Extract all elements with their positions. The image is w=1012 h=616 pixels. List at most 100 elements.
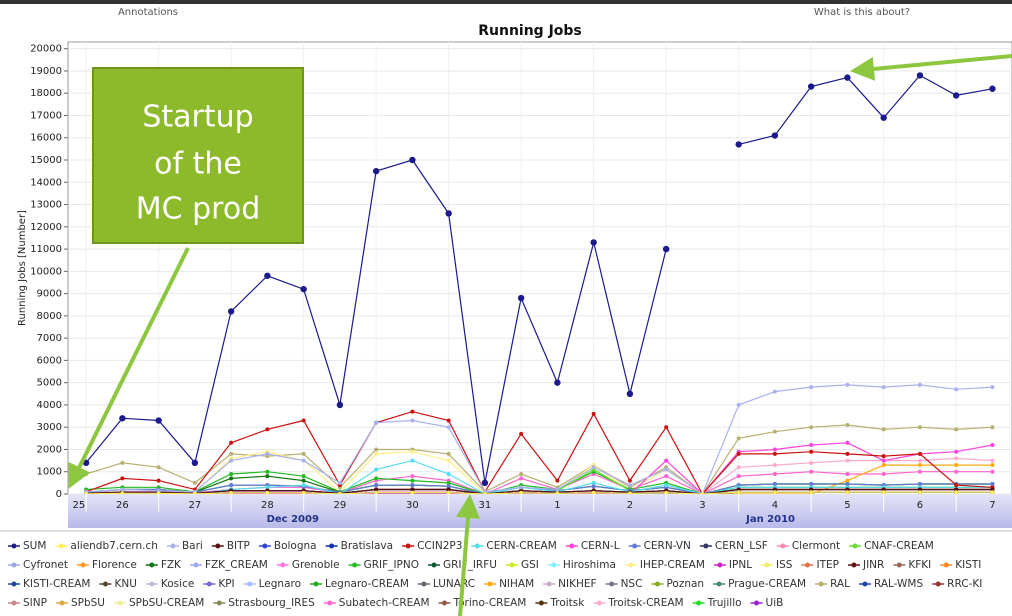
data-point [772, 447, 777, 452]
data-point [772, 481, 777, 486]
legend-label: ITEP [816, 559, 838, 571]
x-tick-label: 27 [189, 500, 202, 511]
data-point [445, 210, 452, 217]
data-point [120, 460, 125, 465]
legend-label: KISTI [955, 559, 981, 571]
legend-label: Strasbourg_IRES [228, 597, 315, 609]
data-point [990, 443, 995, 448]
legend-item: CERN-L [565, 540, 620, 552]
legend-label: LUNARC [433, 578, 475, 590]
legend-marker [11, 562, 17, 568]
legend-label: KFKI [908, 559, 931, 571]
legend-item: GRIF_IPNO [348, 559, 419, 571]
legend-marker [421, 581, 427, 587]
data-point [265, 427, 270, 432]
about-link[interactable]: What is this about? [814, 7, 910, 18]
legend-item: GSI [505, 559, 539, 571]
data-point [881, 458, 886, 463]
legend-marker [215, 543, 221, 549]
data-point [410, 409, 415, 414]
legend-marker [551, 562, 557, 568]
legend-marker [862, 581, 868, 587]
legend-label: RAL [830, 578, 850, 590]
y-tick-label: 18000 [30, 88, 62, 99]
y-tick-label: 8000 [37, 311, 62, 322]
legend-label: GRIF_IPNO [364, 559, 419, 571]
data-point [809, 481, 814, 486]
legend-item: RAL [815, 578, 850, 590]
data-point [736, 465, 741, 470]
legend-label: FZK_CREAM [205, 559, 268, 571]
data-point [772, 389, 777, 394]
data-point [374, 467, 379, 472]
data-point [771, 132, 779, 139]
legend-label: RAL-WMS [874, 578, 924, 590]
legend-marker [896, 562, 902, 568]
legend-label: NSC [621, 578, 643, 590]
legend-label: NIHAM [499, 578, 534, 590]
data-point [881, 463, 886, 468]
data-point [845, 382, 850, 387]
data-point [446, 487, 451, 492]
legend-item: Poznan [651, 578, 704, 590]
data-point [301, 451, 306, 456]
legend-marker [431, 562, 437, 568]
legend-label: GSI [521, 559, 539, 571]
legend-item: BITP [211, 540, 250, 552]
legend-marker [716, 581, 722, 587]
legend-item: RAL-WMS [858, 578, 924, 590]
series-line [86, 459, 993, 494]
legend-label: SPbSU-CREAM [129, 597, 204, 609]
legend-item: ITEP [801, 559, 839, 571]
legend-marker [509, 562, 515, 568]
annotations-link[interactable]: Annotations [118, 7, 178, 18]
data-point [917, 490, 922, 494]
legend-marker [935, 581, 941, 587]
series-line [86, 488, 993, 494]
data-point [337, 480, 342, 485]
legend-item: Bologna [258, 540, 317, 552]
data-point [229, 476, 234, 481]
legend-marker [327, 600, 333, 606]
legend-marker [632, 543, 638, 549]
data-point [845, 440, 850, 445]
legend-label: Trujillo [707, 597, 742, 609]
data-point [954, 427, 959, 432]
legend-marker [538, 600, 544, 606]
legend-marker [352, 562, 358, 568]
data-point [192, 491, 197, 494]
x-tick-label: 25 [73, 500, 86, 511]
x-tick-label: 26 [116, 500, 129, 511]
legend-marker [329, 543, 335, 549]
data-point [446, 484, 451, 489]
legend-item: ISS [761, 559, 793, 571]
data-point [952, 92, 960, 99]
data-point [374, 451, 379, 456]
data-point [917, 458, 922, 463]
data-point [735, 141, 742, 148]
data-point [374, 420, 379, 425]
data-point [809, 449, 814, 454]
data-point [265, 451, 270, 456]
legend-label: GRIF_IRFU [443, 559, 497, 571]
legend-marker [696, 600, 702, 606]
data-point [626, 390, 634, 398]
data-point [519, 485, 524, 490]
legend-item: KPI [203, 578, 235, 590]
legend-label: Troitsk-CREAM [607, 597, 683, 609]
x-tick-label: 29 [334, 500, 347, 511]
data-point [954, 449, 959, 454]
data-point [229, 458, 234, 463]
x-tick-label: 4 [772, 500, 778, 511]
y-tick-label: 9000 [37, 289, 62, 300]
legend-item: NIKHEF [543, 578, 597, 590]
data-point [374, 490, 379, 494]
top-bar [0, 0, 1012, 4]
series-line [86, 491, 993, 494]
data-point [990, 463, 995, 468]
data-point [627, 483, 632, 488]
data-point [229, 451, 234, 456]
legend-item: KISTI [940, 559, 981, 571]
data-point [809, 425, 814, 430]
